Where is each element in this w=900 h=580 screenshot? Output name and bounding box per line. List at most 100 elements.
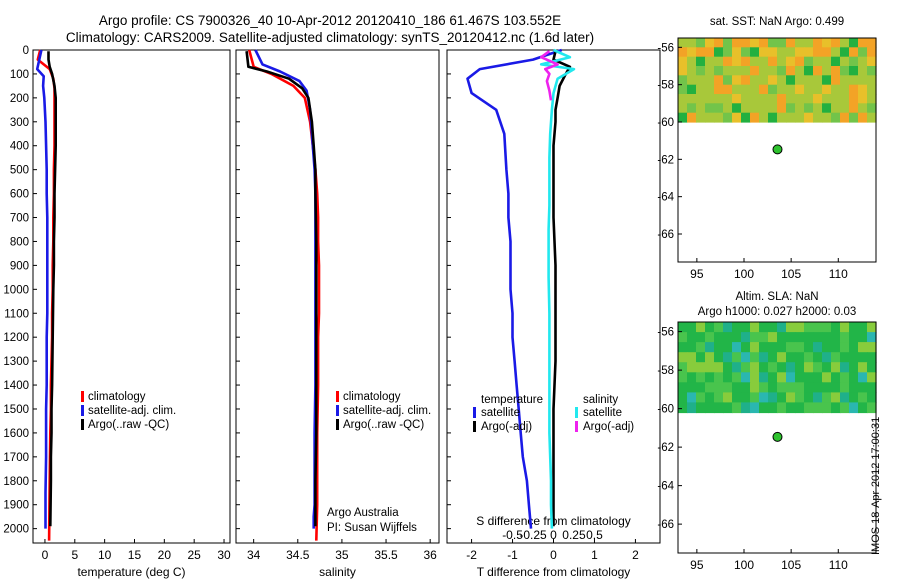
sla-heatmap-cell xyxy=(678,372,688,383)
sla-map-frame xyxy=(677,321,877,554)
sst-heatmap-cell xyxy=(777,47,787,58)
sst-heatmap-cell xyxy=(786,56,796,67)
sst-heatmap-cell xyxy=(705,112,715,123)
sla-heatmap-cell xyxy=(777,362,787,373)
difference-xtick-label: -1 xyxy=(507,548,518,562)
sst-heatmap-cell xyxy=(795,75,805,86)
sla-heatmap-cell xyxy=(768,342,778,353)
sla-heatmap-cell xyxy=(786,362,796,373)
sst-heatmap-cell xyxy=(723,103,733,114)
sst-heatmap-cell xyxy=(723,56,733,67)
sst-heatmap-cell xyxy=(741,66,751,76)
difference-legend-swatch xyxy=(473,407,476,418)
temperature-axes-frame xyxy=(32,49,231,544)
sla-heatmap-cell xyxy=(786,372,796,383)
depth-tick-label: 900 xyxy=(10,260,29,272)
sla-heatmap-cell xyxy=(723,372,733,383)
sst-heatmap-cell xyxy=(741,75,751,86)
sla-heatmap-cell xyxy=(705,362,715,373)
sst-map-frame xyxy=(677,37,877,263)
sla-heatmap-cell xyxy=(705,322,715,333)
sst-heatmap-cell xyxy=(858,112,868,123)
sla-heatmap-cell xyxy=(786,392,796,404)
sst-heatmap-cell xyxy=(732,47,742,58)
sla-heatmap-cell xyxy=(768,402,778,414)
sst-heatmap-cell xyxy=(804,112,814,123)
sla-heatmap-cell xyxy=(768,332,778,343)
sla-heatmap-cell xyxy=(768,322,778,333)
sla-heatmap-cell xyxy=(678,402,688,414)
sla-heatmap-cell xyxy=(786,342,796,353)
sst-heatmap-cell xyxy=(768,112,778,123)
sla-heatmap-cell xyxy=(867,362,877,373)
sst-heatmap-cell xyxy=(750,94,760,104)
sla-heatmap-cell xyxy=(732,352,742,363)
sla-heatmap-cell xyxy=(750,402,760,414)
sst-heatmap-cell xyxy=(822,38,832,48)
sla-heatmap-cell xyxy=(723,322,733,333)
sst-heatmap-cell xyxy=(786,94,796,104)
sla-heatmap-cell xyxy=(714,382,724,393)
sst-xtick-label: 95 xyxy=(690,267,704,281)
sla-map-title-line1: Altim. SLA: NaN xyxy=(735,291,818,303)
sst-heatmap-cell xyxy=(777,66,787,76)
sla-heatmap-cell xyxy=(795,322,805,333)
sla-heatmap-cell xyxy=(687,322,697,333)
sla-heatmap-cell xyxy=(831,342,841,353)
salinity-axes-frame xyxy=(235,49,440,544)
depth-tick-label: 600 xyxy=(10,189,29,201)
sla-heatmap-cell xyxy=(696,402,706,414)
sla-map-title-line2: Argo h1000: 0.027 h2000: 0.03 xyxy=(698,306,857,318)
sla-heatmap-cell xyxy=(750,352,760,363)
temperature-xtick-label: 30 xyxy=(217,548,231,562)
sla-heatmap-cell xyxy=(723,352,733,363)
sst-heatmap-cell xyxy=(705,47,715,58)
sla-heatmap-cell xyxy=(687,382,697,393)
sst-heatmap-cell xyxy=(777,56,787,67)
sla-heatmap-cell xyxy=(777,392,787,404)
sla-heatmap-cell xyxy=(795,362,805,373)
sst-heatmap-cell xyxy=(759,112,769,123)
sla-heatmap-cell xyxy=(822,322,832,333)
sla-heatmap-cell xyxy=(795,372,805,383)
sst-heatmap-cell xyxy=(786,75,796,86)
sla-heatmap-cell xyxy=(831,382,841,393)
sst-heatmap-cell xyxy=(867,94,877,104)
difference-x2tick-label: 0.5 xyxy=(586,528,603,542)
sla-heatmap-cell xyxy=(768,382,778,393)
sst-heatmap-cell xyxy=(831,103,841,114)
sla-heatmap-cell xyxy=(867,402,877,414)
temperature-xtick-label: 15 xyxy=(128,548,142,562)
sst-heatmap-cell xyxy=(678,112,688,123)
sst-heatmap-cell xyxy=(750,56,760,67)
sst-heatmap-cell xyxy=(705,56,715,67)
sst-heatmap-cell xyxy=(678,47,688,58)
sst-heatmap-cell xyxy=(858,47,868,58)
sst-heatmap-cell xyxy=(750,66,760,76)
sla-heatmap-cell xyxy=(705,342,715,353)
salinity-annotation-line1: Argo Australia xyxy=(327,507,399,519)
sst-heatmap-cell xyxy=(804,94,814,104)
sla-heatmap-cell xyxy=(831,402,841,414)
sst-heatmap-cell xyxy=(840,112,850,123)
sst-heatmap-cell xyxy=(696,47,706,58)
sla-heatmap-cell xyxy=(831,332,841,343)
sst-heatmap-cell xyxy=(804,66,814,76)
sla-heatmap-cell xyxy=(705,392,715,404)
sst-heatmap-cell xyxy=(867,103,877,114)
sst-heatmap-cell xyxy=(822,84,832,95)
difference-legend-group-temperature: temperature xyxy=(481,394,543,406)
sst-heatmap-cell xyxy=(687,66,697,76)
salinity-series-argo-raw-qc- xyxy=(245,51,318,527)
temperature-xtick-label: 5 xyxy=(71,548,78,562)
sla-heatmap-cell xyxy=(723,362,733,373)
sla-heatmap-cell xyxy=(732,382,742,393)
sla-heatmap-cell xyxy=(795,332,805,343)
sla-heatmap-cell xyxy=(741,402,751,414)
sla-heatmap-cell xyxy=(786,382,796,393)
sla-ytick-label: -64 xyxy=(657,481,674,493)
sst-heatmap-cell xyxy=(777,38,787,48)
sla-xtick-label: 105 xyxy=(781,558,801,572)
sla-heatmap-cell xyxy=(795,402,805,414)
sla-heatmap-cell xyxy=(705,382,715,393)
